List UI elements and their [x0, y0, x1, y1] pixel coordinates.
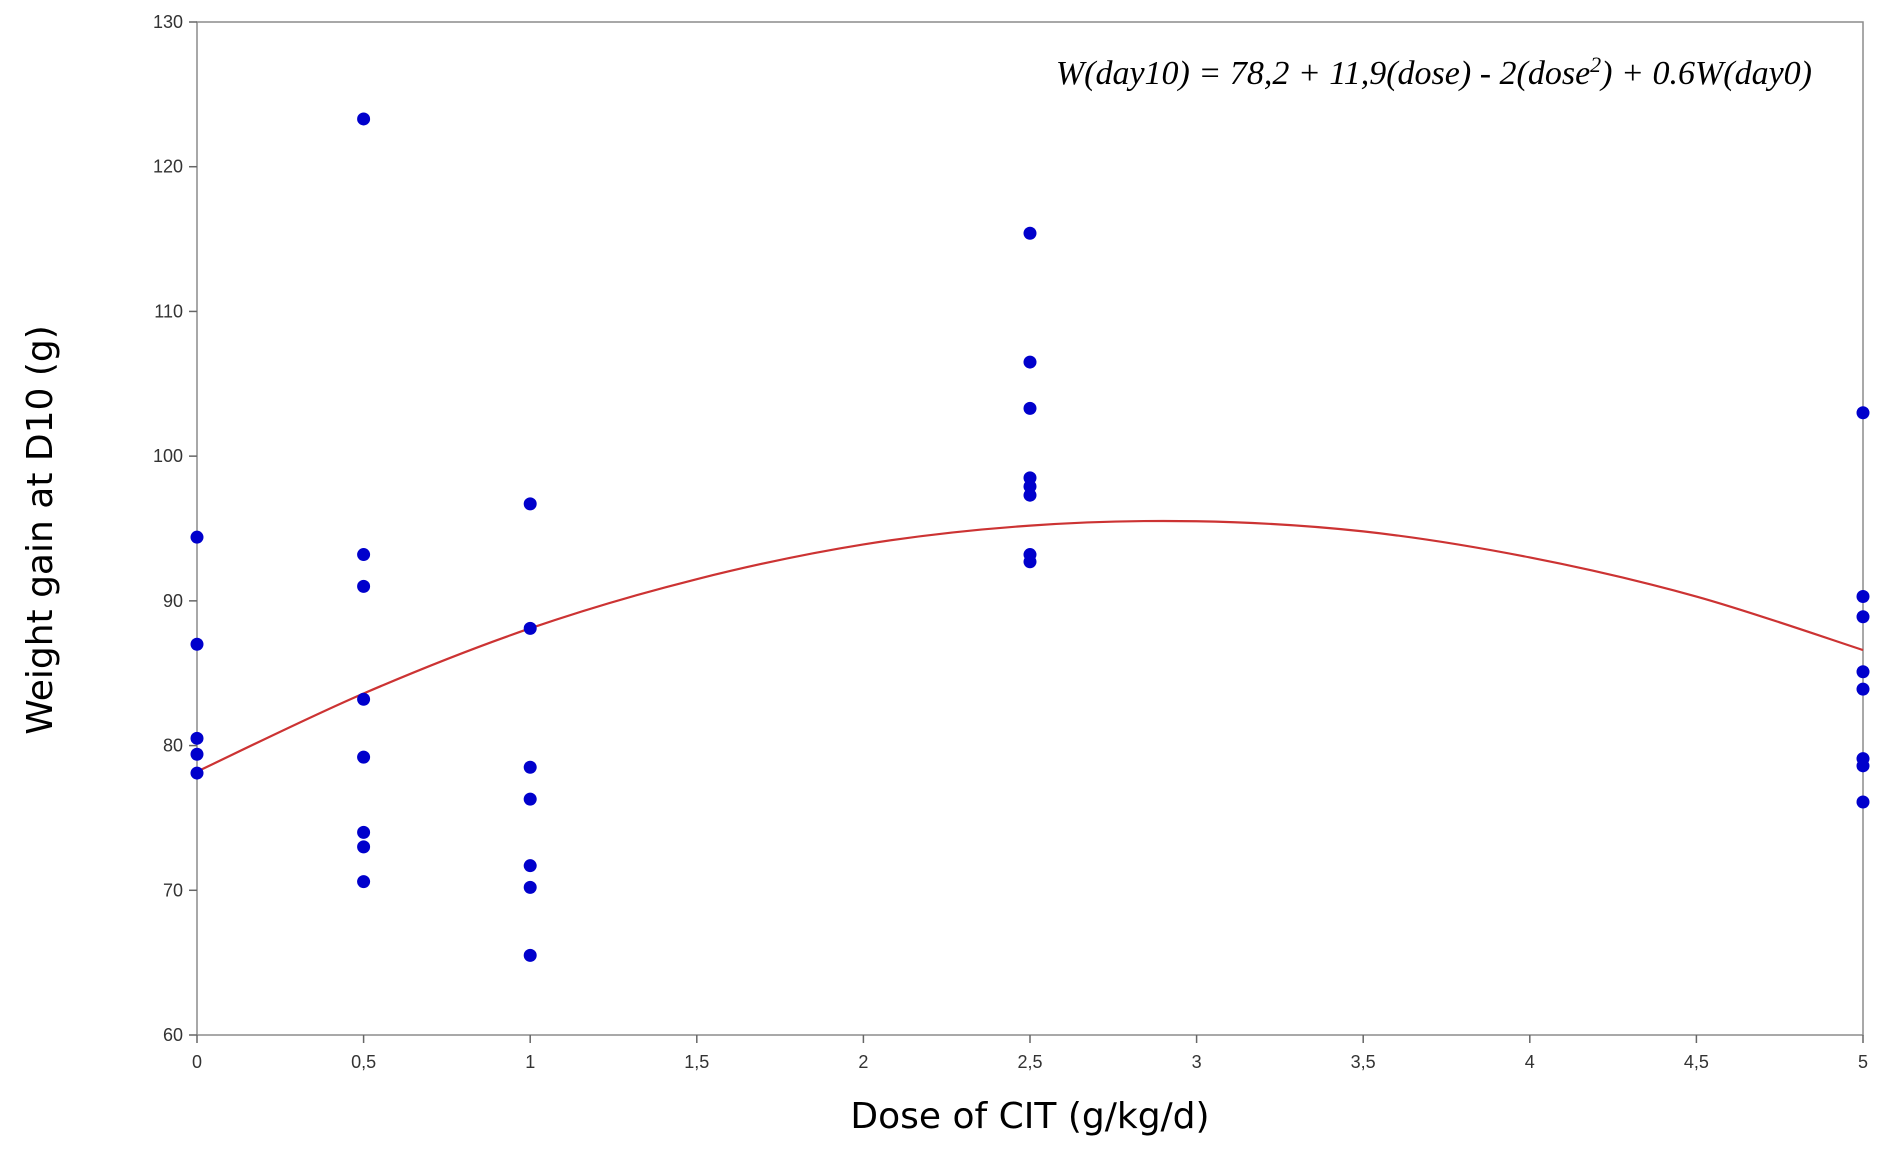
data-point: [357, 112, 371, 126]
data-point: [1856, 759, 1870, 773]
data-point: [1856, 406, 1870, 420]
x-tick-label: 0,5: [351, 1052, 376, 1072]
equation-superscript: 2: [1590, 52, 1601, 77]
data-points-layer: [190, 112, 1870, 962]
data-point: [1023, 401, 1037, 415]
x-tick-label: 5: [1858, 1052, 1868, 1072]
fit-curve: [196, 519, 1864, 773]
x-tick-label: 4: [1525, 1052, 1535, 1072]
data-point: [523, 760, 537, 774]
data-point: [357, 692, 371, 706]
y-tick-label: 100: [153, 446, 183, 466]
data-point: [190, 747, 204, 761]
data-point: [523, 497, 537, 511]
x-axis-title: Dose of CIT (g/kg/d): [850, 1096, 1209, 1137]
fit-curve-layer: [196, 519, 1864, 773]
y-axis-title: Weight gain at D10 (g): [20, 325, 61, 735]
data-point: [523, 948, 537, 962]
data-point: [357, 750, 371, 764]
y-tick-label: 70: [163, 880, 183, 900]
data-point: [357, 840, 371, 854]
data-point: [190, 530, 204, 544]
data-point: [1023, 488, 1037, 502]
x-tick-label: 0: [192, 1052, 202, 1072]
x-tick-label: 1,5: [684, 1052, 709, 1072]
x-tick-label: 3,5: [1351, 1052, 1376, 1072]
y-tick-label: 60: [163, 1025, 183, 1045]
data-point: [523, 880, 537, 894]
data-point: [1856, 682, 1870, 696]
data-point: [523, 621, 537, 635]
data-point: [357, 579, 371, 593]
x-tick-label: 3: [1192, 1052, 1202, 1072]
data-point: [357, 825, 371, 839]
x-tick-label: 2: [858, 1052, 868, 1072]
data-point: [1023, 355, 1037, 369]
y-tick-label: 120: [153, 157, 183, 177]
data-point: [1023, 555, 1037, 569]
data-point: [1023, 226, 1037, 240]
data-point: [1856, 795, 1870, 809]
data-point: [1856, 665, 1870, 679]
y-tick-label: 90: [163, 591, 183, 611]
data-point: [357, 548, 371, 562]
data-point: [1856, 610, 1870, 624]
data-point: [523, 859, 537, 873]
data-point: [190, 731, 204, 745]
x-tick-label: 4,5: [1684, 1052, 1709, 1072]
x-axis: 0 0,5 1 1,5 2 2,5 3 3,5 4 4,5 5: [192, 1035, 1868, 1072]
equation-annotation: W(day10) = 78,2 + 11,9(dose) - 2(dose2) …: [1056, 52, 1812, 92]
data-point: [1856, 590, 1870, 604]
y-tick-label: 130: [153, 12, 183, 32]
data-point: [357, 875, 371, 889]
y-tick-label: 80: [163, 736, 183, 756]
data-point: [190, 637, 204, 651]
x-tick-label: 1: [525, 1052, 535, 1072]
x-tick-label: 2,5: [1017, 1052, 1042, 1072]
y-axis: 60 70 80 90 100 110 120 130: [153, 12, 197, 1045]
equation-text: W(day10) = 78,2 + 11,9(dose) - 2(dose: [1056, 55, 1590, 92]
y-tick-label: 110: [154, 301, 183, 321]
data-point: [190, 766, 204, 780]
data-point: [523, 792, 537, 806]
equation-text-end: ) + 0.6W(day0): [1599, 55, 1812, 92]
